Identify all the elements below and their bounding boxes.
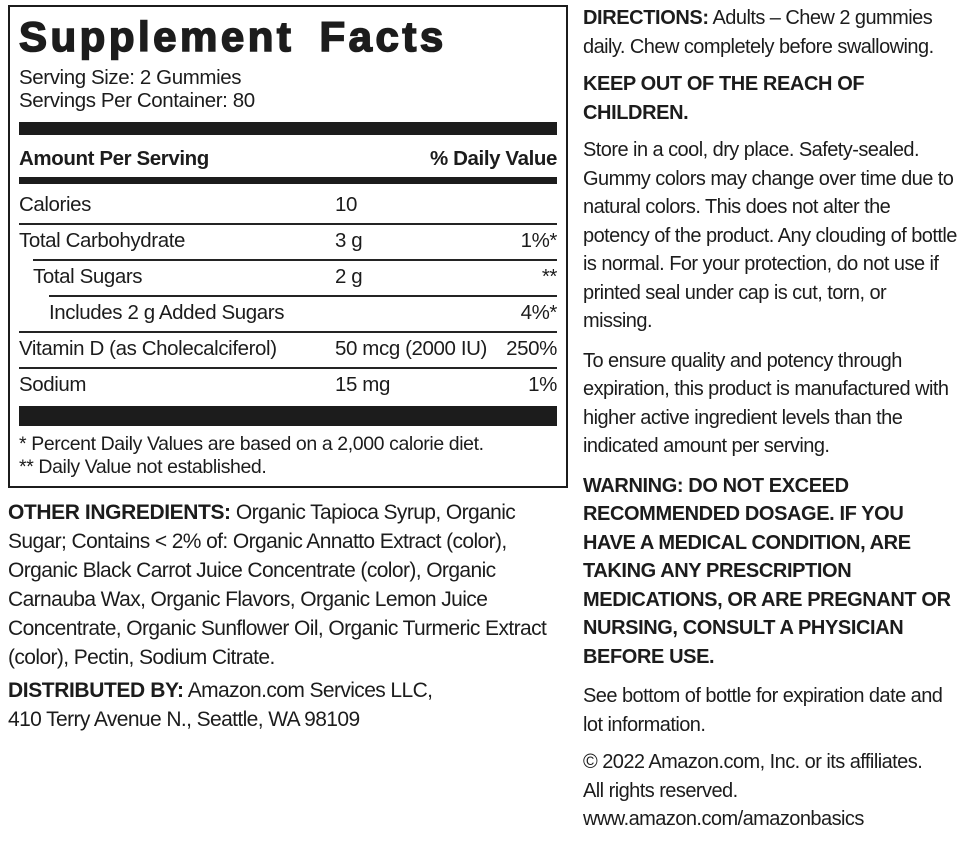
footnotes: * Percent Daily Values are based on a 2,…: [19, 433, 557, 478]
distributor-address: 410 Terry Avenue N., Seattle, WA 98109: [8, 708, 360, 731]
keep-out-of-reach-warning: KEEP OUT OF THE REACH OF CHILDREN.: [583, 73, 865, 124]
nutrient-dv: 1%: [528, 373, 557, 397]
nutrient-label: Vitamin D (as Cholecalciferol): [19, 337, 277, 361]
distributed-by-label: DISTRIBUTED BY:: [8, 679, 184, 702]
nutrient-label: Sodium: [19, 373, 87, 397]
storage-paragraph: Store in a cool, dry place. Safety-seale…: [583, 139, 957, 332]
table-row-vitamin-d: Vitamin D (as Cholecalciferol) 50 mcg (2…: [19, 333, 557, 367]
directions-text: Adults – Chew 2 gummies daily. Chew comp…: [583, 7, 934, 58]
panel-title: Supplement Facts: [18, 13, 447, 60]
footnote-daily-values: * Percent Daily Values are based on a 2,…: [19, 433, 484, 456]
quality-paragraph: To ensure quality and potency through ex…: [583, 349, 949, 458]
table-row-sodium: Sodium 15 mg 1%: [19, 369, 557, 403]
other-ingredients-text: Organic Tapioca Syrup, Organic Sugar; Co…: [8, 501, 547, 669]
nutrient-amount: 2 g: [335, 265, 363, 289]
table-header-row: Amount Per Serving % Daily Value: [19, 144, 557, 171]
expiration-note: See bottom of bottle for expiration date…: [583, 685, 943, 736]
directions-label: DIRECTIONS:: [583, 7, 709, 29]
copyright-paragraph: © 2022 Amazon.com, Inc. or its affiliate…: [583, 748, 959, 834]
copyright-line-2: All rights reserved.: [583, 779, 738, 802]
nutrient-label: Includes 2 g Added Sugars: [49, 301, 285, 325]
nutrient-dv: **: [541, 265, 558, 289]
serving-size: Serving Size: 2 Gummies: [19, 66, 242, 90]
row-divider: [19, 367, 557, 370]
nutrient-dv: 4%*: [520, 301, 558, 325]
nutrient-amount: 3 g: [335, 229, 363, 253]
copyright-line-1: © 2022 Amazon.com, Inc. or its affiliate…: [583, 751, 923, 773]
supplement-label-page: Supplement Facts Serving Size: 2 Gummies…: [8, 5, 958, 830]
row-divider: [49, 295, 557, 298]
servings-per-container: Servings Per Container: 80: [19, 89, 255, 113]
right-column: DIRECTIONS: Adults – Chew 2 gummies dail…: [583, 4, 959, 845]
nutrient-label: Total Carbohydrate: [19, 229, 186, 253]
column-header-amount: Amount Per Serving: [19, 147, 209, 171]
other-ingredients-label: OTHER INGREDIENTS:: [8, 501, 231, 524]
divider-bar-extra-thick: [19, 406, 557, 427]
distributed-by-text: Amazon.com Services LLC,: [187, 679, 433, 702]
distributed-by-paragraph: DISTRIBUTED BY: Amazon.com Services LLC,…: [8, 676, 568, 734]
supplement-facts-panel: Supplement Facts Serving Size: 2 Gummies…: [8, 5, 568, 489]
nutrient-amount: 15 mg: [335, 373, 390, 397]
row-divider: [33, 259, 557, 262]
footnote-not-established: ** Daily Value not established.: [19, 455, 267, 478]
warning-paragraph: WARNING: DO NOT EXCEED RECOMMENDED DOSAG…: [583, 474, 951, 668]
other-ingredients-paragraph: OTHER INGREDIENTS: Organic Tapioca Syrup…: [8, 498, 568, 672]
table-row-total-carbohydrate: Total Carbohydrate 3 g 1%*: [19, 225, 557, 259]
row-divider: [19, 223, 557, 226]
table-row-calories: Calories 10: [19, 189, 557, 223]
column-header-daily-value: % Daily Value: [430, 147, 557, 171]
directions-paragraph: DIRECTIONS: Adults – Chew 2 gummies dail…: [583, 4, 959, 61]
table-row-total-sugars: Total Sugars 2 g **: [19, 261, 557, 295]
website-url: www.amazon.com/amazonbasics: [583, 808, 864, 830]
table-row-added-sugars: Includes 2 g Added Sugars 4%*: [19, 297, 557, 331]
row-divider: [19, 331, 557, 334]
nutrient-amount: 10: [335, 193, 358, 217]
nutrient-label: Total Sugars: [33, 265, 143, 289]
nutrient-dv: 1%*: [520, 229, 558, 253]
divider-bar-medium: [19, 177, 557, 185]
nutrient-dv: 250%: [506, 337, 557, 361]
nutrient-amount: 50 mcg (2000 IU): [335, 337, 487, 361]
nutrient-label: Calories: [19, 193, 91, 217]
divider-bar-thick: [19, 122, 557, 136]
